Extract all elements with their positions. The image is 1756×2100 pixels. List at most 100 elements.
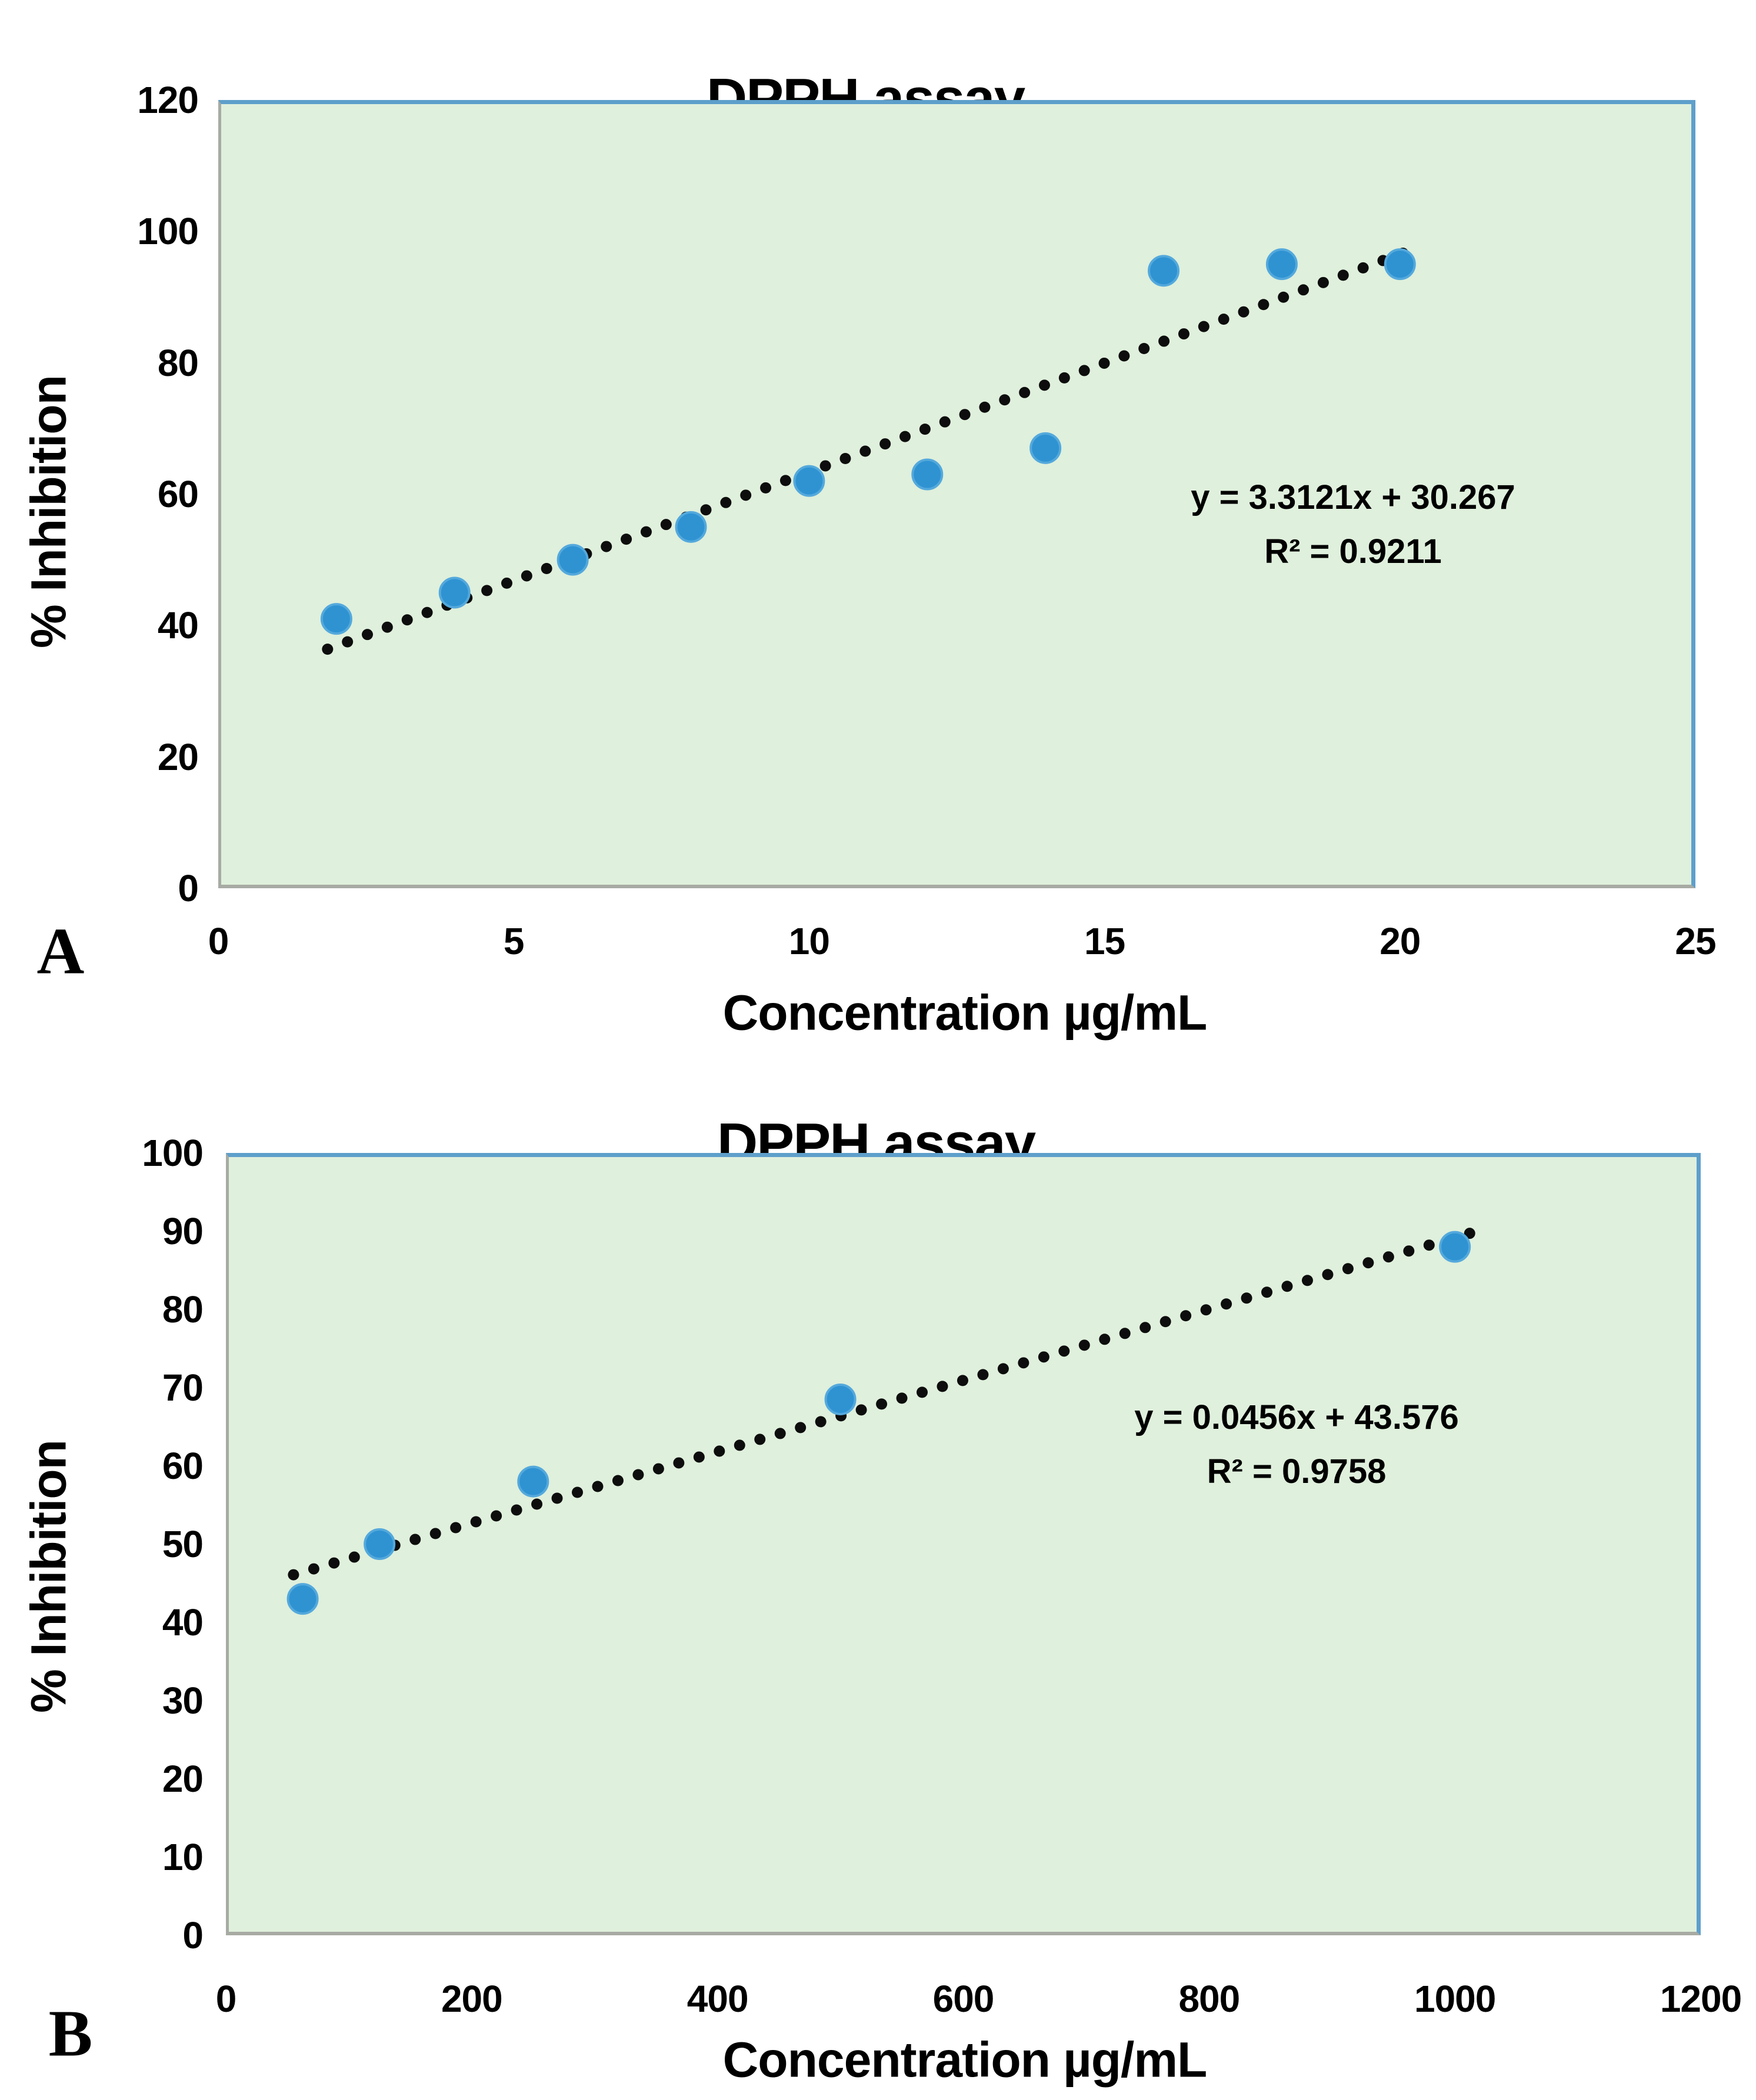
panel-a-letter: A [36, 915, 85, 988]
x-tick-label: 20 [1380, 920, 1421, 962]
chart-b-x-axis-title: Concentration µg/mL [722, 2032, 1208, 2088]
x-tick-label: 5 [503, 920, 525, 962]
trendline-dot [1078, 1339, 1090, 1351]
trendline-dot [876, 1398, 888, 1410]
trendline-dot [740, 489, 752, 501]
trendline-dot [1099, 1334, 1111, 1345]
trendline-dot [1038, 1351, 1049, 1363]
data-point [438, 576, 471, 609]
trendline-dot [1018, 1357, 1029, 1369]
trendline-dot [774, 1428, 786, 1439]
trendline-dot [1098, 357, 1110, 369]
chart-b-canvas [286, 1228, 1475, 1615]
trendline-dot [779, 475, 791, 486]
trendline-dot [409, 1534, 421, 1545]
trendline-dot [700, 504, 712, 516]
trendline-dot [1178, 328, 1189, 340]
trendline-dot [1423, 1239, 1435, 1251]
trendline-dot [470, 1516, 482, 1528]
data-point [1265, 248, 1298, 281]
trendline-dot [919, 424, 931, 435]
trendline-dot [1258, 299, 1269, 311]
chart-a-canvas [320, 247, 1416, 655]
trendline [288, 1228, 1475, 1581]
trendline-dot [977, 1369, 989, 1381]
trendline-dot [1118, 350, 1130, 362]
trendline-dot [1238, 306, 1249, 318]
trendline-dot [1221, 1298, 1232, 1310]
chart-b-trendline-annotation: y = 0.0456x + 43.576 R² = 0.9758 [1134, 1391, 1459, 1499]
trendline-dot [491, 1510, 502, 1522]
y-tick-label: 60 [157, 473, 199, 515]
trendline-dot [673, 1457, 685, 1469]
trendline-dot [601, 541, 612, 552]
y-tick-label: 70 [162, 1366, 204, 1409]
y-tick-label: 80 [162, 1288, 204, 1331]
trendline-dot [879, 438, 891, 450]
trendline-dot [1322, 1269, 1334, 1281]
data-point [793, 465, 825, 497]
trendline-dot [1158, 335, 1170, 347]
x-tick-label: 10 [788, 920, 830, 962]
trendline-dot [1078, 365, 1090, 376]
trendline-dot [421, 606, 433, 618]
trendline-dot [1261, 1286, 1273, 1298]
trendline-dot [734, 1439, 745, 1451]
data-point [1148, 255, 1180, 287]
trendline-dot [328, 1557, 340, 1569]
trendline-dot [714, 1445, 725, 1457]
trendline-dot [348, 1551, 360, 1563]
y-tick-label: 80 [157, 341, 199, 384]
trendline-dot [1281, 1281, 1293, 1292]
trendline-dot [660, 519, 672, 531]
trendline-dot [937, 1381, 948, 1392]
x-tick-label: 400 [687, 1978, 749, 2020]
trendline-dot [899, 431, 911, 442]
trendline-dot [693, 1451, 705, 1463]
x-tick-label: 600 [932, 1978, 995, 2020]
chart-b-trendline-equation: y = 0.0456x + 43.576 [1134, 1398, 1459, 1436]
y-tick-label: 40 [162, 1601, 204, 1644]
trendline-dot [1159, 1316, 1171, 1328]
trendline-dot [621, 534, 632, 545]
trendline-dot [288, 1569, 299, 1581]
trendline-dot [401, 614, 413, 626]
x-tick-label: 15 [1084, 920, 1125, 962]
trendline-dot [592, 1481, 604, 1492]
trendline-dot [839, 452, 851, 464]
trendline-dot [754, 1434, 766, 1445]
trendline-dot [362, 629, 374, 641]
trendline-dot [760, 482, 772, 494]
trendline-dot [859, 445, 871, 457]
data-point [675, 511, 707, 543]
trendline-dot [640, 526, 652, 538]
trendline-dot [1139, 1322, 1151, 1334]
trendline-dot [1019, 386, 1031, 398]
data-point [911, 458, 944, 491]
trendline-dot [1382, 1251, 1394, 1263]
y-tick-label: 100 [142, 1132, 204, 1174]
trendline-dot [1198, 321, 1209, 332]
chart-b-plot-area [226, 1153, 1701, 1935]
chart-a-plot-area [218, 100, 1695, 888]
trendline-dot [979, 401, 991, 413]
y-tick-label: 100 [137, 210, 199, 253]
trendline-dot [501, 577, 512, 589]
trendline-dot [1278, 291, 1289, 303]
y-tick-label: 30 [162, 1679, 204, 1722]
trendline-dot [551, 1492, 563, 1504]
y-tick-label: 20 [162, 1758, 204, 1800]
trendline-dot [511, 1504, 522, 1516]
trendline-dot [1119, 1328, 1131, 1339]
trendline-dot [481, 585, 493, 596]
y-tick-label: 0 [178, 867, 199, 909]
trendline-dot [815, 1416, 827, 1428]
data-point [286, 1583, 319, 1615]
trendline-dot [997, 1363, 1009, 1375]
trendline-dot [429, 1528, 441, 1539]
data-point [557, 544, 589, 576]
trendline-dot [959, 409, 971, 421]
trendline-dot [1342, 1263, 1354, 1275]
trendline-dot [1403, 1245, 1415, 1257]
